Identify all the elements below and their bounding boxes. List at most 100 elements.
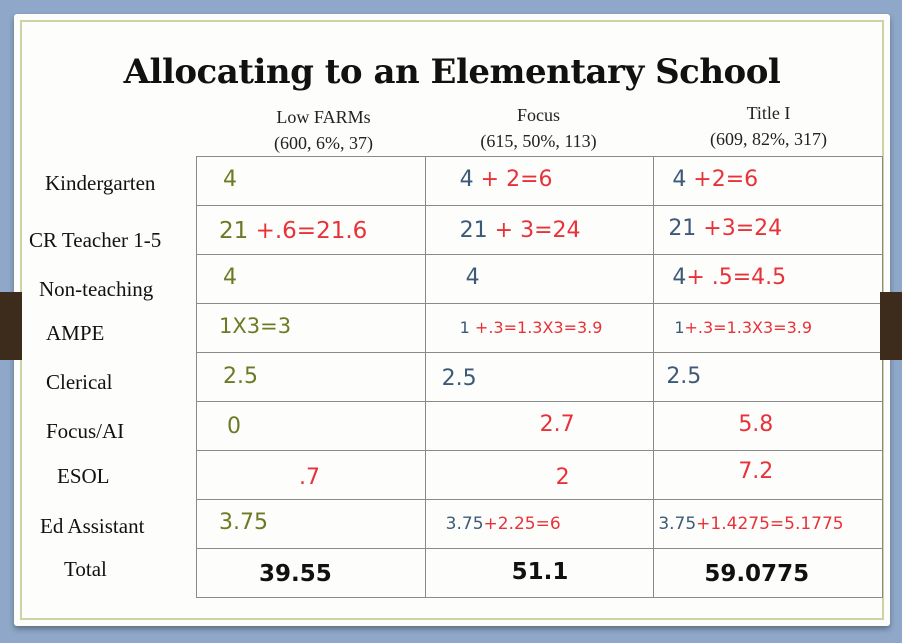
cell-addition: 5.8 [738, 412, 774, 437]
cell-value: 3.75+1.4275=5.1775 [658, 514, 843, 534]
allocation-table: 4 4 + 2=6 4 +2=6 21 +.6=21.6 21 + 3=24 2… [196, 156, 883, 598]
column-stats: (615, 50%, 113) [480, 131, 597, 151]
row-label-total: Total [64, 557, 107, 581]
cell-addition: 7.2 [738, 459, 774, 484]
cell-addition: 2 [555, 465, 570, 490]
cell-value: 4 + 2=6 [460, 167, 553, 192]
table-cell: 59.0775 [653, 548, 883, 598]
row-label-ed-assistant: Ed Assistant [40, 514, 145, 538]
cell-addition: +.3=1.3X3=3.9 [684, 318, 813, 337]
cell-base: 1X3=3 [219, 314, 292, 338]
cell-base: 1 [674, 318, 685, 337]
column-name: Low FARMs [276, 107, 371, 127]
table-cell: 2.5 [653, 352, 883, 402]
table-cell: 4 +2=6 [653, 156, 883, 206]
column-header-focus: Focus (615, 50%, 113) [424, 102, 653, 154]
cell-addition: +.3=1.3X3=3.9 [469, 318, 603, 337]
cell-base: 4 [672, 167, 687, 192]
total-focus: 51.1 [511, 559, 569, 585]
column-name: Title I [746, 103, 791, 123]
table-cell: 1X3=3 [196, 303, 426, 353]
cell-addition: + 2=6 [473, 167, 553, 192]
cell-base: 4 [465, 265, 480, 290]
cell-addition: +2=6 [686, 167, 759, 192]
cell-value: 4 +2=6 [672, 167, 758, 192]
cell-base: 21 [219, 218, 249, 244]
row-label-kindergarten: Kindergarten [45, 171, 156, 195]
cell-base: 1 [459, 318, 470, 337]
row-label-cr-teacher: CR Teacher 1-5 [29, 228, 162, 252]
table-cell: 4+ .5=4.5 [653, 254, 883, 304]
cell-base: 0 [227, 414, 241, 439]
cell-value: 1 +.3=1.3X3=3.9 [460, 318, 603, 337]
table-cell: 1+.3=1.3X3=3.9 [653, 303, 883, 353]
table-cell: 7.2 [653, 450, 883, 500]
column-stats: (609, 82%, 317) [710, 129, 827, 149]
row-label-esol: ESOL [57, 464, 110, 488]
table-cell: 2.5 [424, 352, 655, 402]
table-row: 21 +.6=21.6 21 + 3=24 21 +3=24 [196, 205, 883, 255]
cell-addition: + .5=4.5 [686, 265, 787, 290]
left-binder-tab [0, 292, 22, 360]
table-cell: 2.5 [196, 352, 426, 402]
table-row: 1X3=3 1 +.3=1.3X3=3.9 1+.3=1.3X3=3.9 [196, 303, 883, 353]
column-header-low-farms: Low FARMs (600, 6%, 37) [209, 104, 438, 156]
cell-value: 4+ .5=4.5 [672, 265, 786, 290]
cell-base: 4 [223, 167, 237, 192]
cell-addition: .7 [299, 465, 320, 490]
cell-addition: +2.25=6 [483, 514, 561, 534]
slide: Allocating to an Elementary School Low F… [14, 14, 890, 626]
table-cell: 0 [196, 401, 426, 451]
cell-base: 3.75 [445, 514, 484, 534]
table-cell: 21 +.6=21.6 [196, 205, 426, 255]
cell-base: 2.5 [223, 364, 258, 389]
table-cell: 39.55 [196, 548, 426, 598]
row-label-ampe: AMPE [46, 321, 105, 345]
table-row: 0 2.7 5.8 [196, 401, 883, 451]
cell-addition: +1.4275=5.1775 [696, 514, 844, 534]
column-name: Focus [516, 105, 560, 125]
total-low-farms: 39.55 [259, 561, 332, 587]
cell-base: 4 [223, 265, 237, 290]
column-header-title-i: Title I (609, 82%, 317) [654, 100, 883, 152]
table-row: 2.5 2.5 2.5 [196, 352, 883, 402]
cell-base: 21 [459, 218, 488, 243]
table-cell: 4 [196, 156, 426, 206]
cell-base: 21 [668, 216, 697, 241]
table-cell: 21 + 3=24 [424, 205, 655, 255]
table-cell: 4 [196, 254, 426, 304]
table-row: 4 4 4+ .5=4.5 [196, 254, 883, 304]
cell-addition: + 3=24 [487, 218, 581, 243]
cell-base: 3.75 [219, 510, 268, 535]
table-row-total: 39.55 51.1 59.0775 [196, 548, 883, 598]
table-row: .7 2 7.2 [196, 450, 883, 500]
table-cell: 3.75+1.4275=5.1775 [653, 499, 883, 549]
total-title-i: 59.0775 [704, 561, 810, 587]
table-cell: 2 [424, 450, 655, 500]
table-cell: 3.75 [196, 499, 426, 549]
table-cell: 4 [424, 254, 655, 304]
cell-base: 2.5 [666, 364, 702, 389]
cell-value: 1+.3=1.3X3=3.9 [674, 318, 812, 337]
cell-base: 3.75 [658, 514, 697, 534]
cell-value: 21 +.6=21.6 [219, 218, 367, 244]
table-row: 3.75 3.75+2.25=6 3.75+1.4275=5.1775 [196, 499, 883, 549]
cell-addition: +.6=21.6 [248, 218, 368, 244]
cell-value: 21 +3=24 [668, 216, 782, 241]
cell-base: 4 [672, 265, 687, 290]
table-cell: .7 [196, 450, 426, 500]
table-cell: 4 + 2=6 [424, 156, 655, 206]
slide-title: Allocating to an Elementary School [123, 52, 781, 92]
cell-addition: 2.7 [539, 412, 575, 437]
cell-base: 2.5 [441, 366, 477, 391]
cell-addition: +3=24 [696, 216, 783, 241]
column-stats: (600, 6%, 37) [274, 133, 373, 153]
table-cell: 51.1 [424, 548, 655, 598]
right-binder-tab [880, 292, 902, 360]
row-label-non-teaching: Non-teaching [39, 277, 154, 301]
row-label-clerical: Clerical [46, 370, 113, 394]
table-cell: 21 +3=24 [653, 205, 883, 255]
cell-value: 3.75+2.25=6 [446, 514, 561, 534]
row-label-focus-ai: Focus/AI [46, 419, 125, 443]
table-cell: 3.75+2.25=6 [424, 499, 655, 549]
